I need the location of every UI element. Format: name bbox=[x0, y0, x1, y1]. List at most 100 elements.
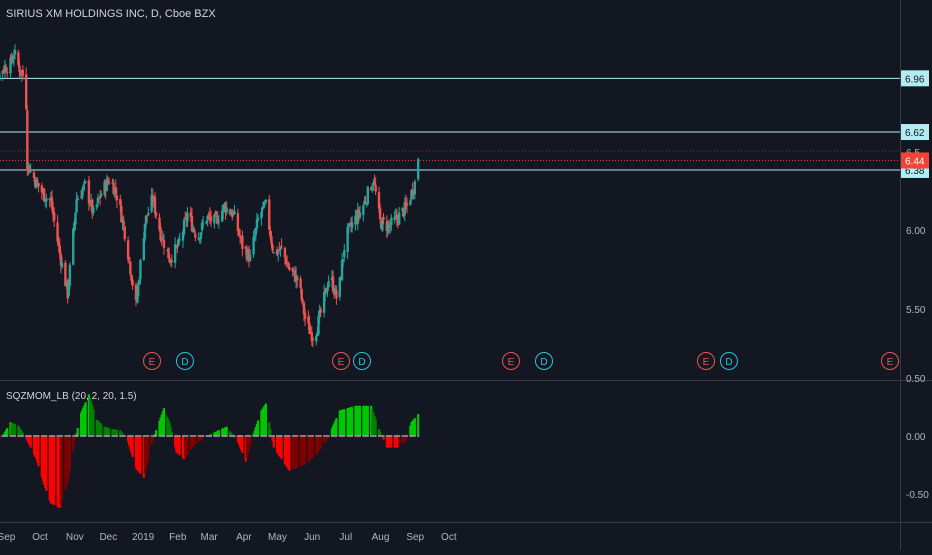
candle-body bbox=[271, 245, 273, 251]
momentum-bar bbox=[163, 408, 165, 436]
candle-body bbox=[154, 197, 156, 213]
momentum-bar bbox=[194, 436, 196, 445]
event-marker-label: E bbox=[149, 357, 156, 368]
candle-body bbox=[100, 194, 102, 196]
candle-body bbox=[37, 183, 39, 186]
candle-body bbox=[379, 207, 381, 219]
momentum-bar bbox=[241, 436, 243, 453]
candle-body bbox=[186, 213, 188, 221]
momentum-bar bbox=[269, 429, 271, 436]
momentum-bar bbox=[132, 436, 134, 457]
candle-body bbox=[72, 228, 74, 264]
time-axis-label: Sep bbox=[0, 532, 16, 543]
momentum-bar bbox=[37, 436, 39, 466]
candlestick-series bbox=[0, 44, 419, 347]
time-axis-label: Nov bbox=[66, 532, 84, 543]
candle-body bbox=[367, 187, 369, 204]
candle-body bbox=[122, 221, 124, 225]
momentum-bar bbox=[398, 436, 400, 447]
indicator-tick-label: 0.00 bbox=[906, 432, 926, 443]
candle-body bbox=[288, 267, 290, 270]
candle-body bbox=[127, 240, 129, 259]
candle-body bbox=[129, 262, 131, 274]
indicator-title: SQZMOM_LB (20, 2, 20, 1.5) bbox=[6, 391, 137, 402]
momentum-bar bbox=[273, 436, 275, 448]
momentum-bar bbox=[69, 436, 71, 470]
candle-body bbox=[77, 198, 79, 200]
momentum-bar bbox=[147, 436, 149, 459]
candle-body bbox=[284, 248, 286, 258]
candle-body bbox=[155, 212, 157, 215]
momentum-bar bbox=[312, 436, 314, 458]
candle-body bbox=[359, 213, 361, 218]
candle-body bbox=[36, 180, 38, 182]
candle-body bbox=[302, 300, 304, 301]
momentum-bar bbox=[77, 428, 79, 436]
candle-body bbox=[147, 213, 149, 215]
chart-title: SIRIUS XM HOLDINGS INC, D, Cboe BZX bbox=[6, 8, 216, 20]
candle-body bbox=[351, 223, 353, 228]
time-axis-label: 2019 bbox=[132, 532, 155, 543]
candle-body bbox=[29, 170, 31, 171]
candle-body bbox=[194, 234, 196, 238]
candle-body bbox=[273, 252, 275, 253]
momentum-bar bbox=[296, 436, 298, 468]
candle-body bbox=[362, 205, 364, 215]
time-axis-label: Dec bbox=[99, 532, 117, 543]
candle-body bbox=[382, 217, 384, 220]
momentum-bar bbox=[280, 436, 282, 459]
momentum-bar bbox=[265, 404, 267, 436]
candle-body bbox=[339, 277, 341, 297]
candle-body bbox=[6, 72, 8, 73]
candle-body bbox=[178, 239, 180, 240]
candle-body bbox=[304, 313, 306, 319]
time-axis-label: Feb bbox=[169, 532, 187, 543]
candle-body bbox=[128, 257, 130, 260]
candle-body bbox=[69, 265, 71, 286]
squeeze-momentum-histogram bbox=[0, 394, 419, 508]
candle-body bbox=[53, 212, 55, 220]
momentum-bar bbox=[343, 409, 345, 436]
candle-body bbox=[25, 74, 27, 109]
current-price-tag-text: 6.44 bbox=[905, 156, 925, 167]
candle-body bbox=[390, 218, 392, 226]
candle-body bbox=[163, 240, 165, 248]
price-tick-label: 5.50 bbox=[906, 305, 926, 316]
candle-body bbox=[233, 211, 235, 214]
time-axis-label: May bbox=[268, 532, 287, 543]
momentum-bar bbox=[108, 428, 110, 436]
momentum-bar bbox=[116, 430, 118, 436]
time-axis-label: Apr bbox=[236, 532, 252, 543]
level-tag-text: 6.96 bbox=[905, 74, 925, 85]
candle-body bbox=[124, 226, 126, 239]
event-marker-label: E bbox=[338, 357, 345, 368]
momentum-bar bbox=[218, 430, 220, 436]
candle-body bbox=[249, 255, 251, 261]
candle-body bbox=[171, 260, 173, 262]
candle-body bbox=[183, 220, 185, 234]
time-axis-label: Aug bbox=[372, 532, 390, 543]
candle-body bbox=[268, 199, 270, 229]
candle-body bbox=[296, 276, 298, 280]
momentum-bar bbox=[179, 436, 181, 455]
price-tags: 6.966.626.386.44 bbox=[901, 70, 929, 178]
horizontal-levels bbox=[0, 78, 900, 170]
momentum-bar bbox=[288, 436, 290, 471]
candle-body bbox=[45, 198, 47, 201]
candle-body bbox=[92, 208, 94, 213]
level-tag-text: 6.62 bbox=[905, 128, 925, 139]
event-marker-label: E bbox=[508, 357, 515, 368]
time-axis-label: Jul bbox=[339, 532, 352, 543]
momentum-bar bbox=[417, 414, 419, 436]
candle-body bbox=[210, 216, 212, 221]
time-axis-label: Jun bbox=[304, 532, 320, 543]
candle-body bbox=[75, 199, 77, 212]
candle-body bbox=[131, 280, 133, 286]
momentum-bar bbox=[186, 436, 188, 454]
candle-body bbox=[327, 281, 329, 287]
momentum-bar bbox=[304, 436, 306, 464]
momentum-bar bbox=[257, 420, 259, 436]
